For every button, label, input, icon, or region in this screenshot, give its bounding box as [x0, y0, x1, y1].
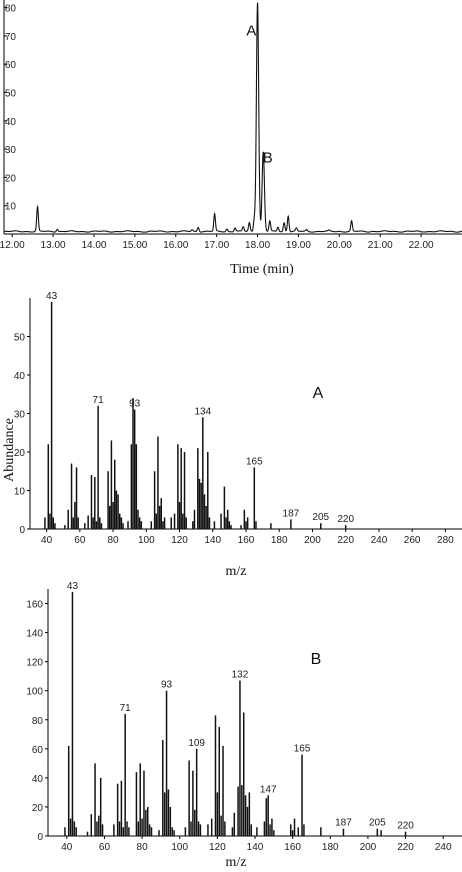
x-tick-label: 120: [171, 535, 188, 546]
peak-mz-label: 134: [194, 406, 211, 417]
peak-mz-label: 205: [312, 512, 329, 523]
y-tick-label: 10: [14, 487, 26, 498]
x-tick-label: 12.00: [0, 240, 25, 251]
y-tick-label: 0: [37, 832, 43, 843]
peak-annotation: A: [246, 22, 256, 39]
y-tick-label: 10: [5, 202, 17, 213]
x-tick-label: 140: [247, 842, 264, 853]
x-tick-label: 240: [371, 535, 388, 546]
y-tick-label: 40: [32, 774, 44, 785]
y-tick-label: 20: [32, 803, 44, 814]
x-tick-label: 220: [397, 842, 414, 853]
peak-mz-label: 93: [161, 680, 173, 691]
x-tick-label: 80: [108, 535, 120, 546]
mass-spectrum-a-chart: 0 10 20 30 40 50 40 60 80 100 120 140 160 180 200 220 24…: [2, 291, 462, 579]
peak-mz-label: 43: [46, 291, 58, 302]
x-tick-label: 140: [204, 535, 221, 546]
y-tick-label: 40: [5, 117, 17, 128]
x-tick-label: 13.00: [41, 240, 66, 251]
peak-mz-label: 187: [335, 818, 352, 829]
peak-mz-label: 132: [232, 670, 249, 681]
y-tick-label: 0: [19, 525, 25, 536]
x-tick-label: 120: [209, 842, 226, 853]
peak-annotation: B: [263, 150, 273, 167]
y-tick-label: 20: [5, 173, 17, 184]
y-tick-label: 160: [26, 600, 43, 611]
x-tick-label: 100: [171, 842, 188, 853]
x-tick-label: 17.00: [204, 240, 229, 251]
chromatogram-chart: 10 20 30 40 50 60 70 80 12.00 13.00 14.00 15.00 16.0…: [0, 0, 462, 277]
x-tick-label: 160: [238, 535, 255, 546]
x-tick-label: 22.00: [409, 240, 434, 251]
x-tick-label: 21.00: [368, 240, 393, 251]
chromatogram-trace: [3, 2, 462, 233]
peak-mz-label: 71: [93, 395, 105, 406]
y-tick-label: 50: [5, 89, 17, 100]
y-tick-label: 20: [14, 448, 26, 459]
x-tick-label: 40: [41, 535, 53, 546]
x-tick-label: 220: [337, 535, 354, 546]
x-tick-label: 60: [74, 535, 86, 546]
panel-label: B: [311, 651, 322, 668]
peak-mz-label: 165: [246, 456, 263, 467]
y-tick-label: 30: [14, 410, 26, 421]
peak-mz-label: 220: [397, 821, 414, 832]
peak-mz-label: 109: [188, 738, 205, 749]
peak-mz-label: 187: [283, 508, 300, 519]
x-tick-label: 60: [99, 842, 111, 853]
x-tick-label: 240: [435, 842, 452, 853]
y-tick-label: 140: [26, 629, 43, 640]
x-axis-title: m/z: [226, 564, 247, 579]
x-tick-label: 80: [137, 842, 149, 853]
x-tick-label: 14.00: [81, 240, 106, 251]
x-axis-title: m/z: [226, 855, 247, 870]
x-tick-label: 200: [304, 535, 321, 546]
peak-mz-label: 71: [120, 703, 132, 714]
y-axis-title: Abundance: [2, 418, 17, 482]
peak-mz-label: 93: [129, 399, 141, 410]
x-tick-label: 200: [360, 842, 377, 853]
y-tick-label: 60: [32, 745, 44, 756]
x-tick-label: 280: [437, 535, 454, 546]
x-tick-label: 15.00: [122, 240, 147, 251]
y-tick-label: 80: [32, 716, 44, 727]
x-tick-label: 16.00: [163, 240, 188, 251]
y-tick-label: 80: [5, 4, 17, 15]
x-tick-label: 260: [404, 535, 421, 546]
peak-mz-label: 205: [369, 818, 386, 829]
y-tick-label: 120: [26, 658, 43, 669]
y-tick-label: 100: [26, 687, 43, 698]
y-tick-label: 70: [5, 32, 17, 43]
peak-mz-label: 43: [67, 581, 79, 592]
x-tick-label: 40: [61, 842, 73, 853]
x-tick-label: 160: [284, 842, 301, 853]
peak-mz-label: 220: [337, 514, 354, 525]
x-tick-label: 180: [271, 535, 288, 546]
y-tick-label: 60: [5, 60, 17, 71]
peak-mz-label: 147: [260, 784, 277, 795]
x-tick-label: 19.00: [286, 240, 311, 251]
x-tick-label: 100: [138, 535, 155, 546]
x-axis-title: Time (min): [230, 262, 294, 277]
x-tick-label: 18.00: [245, 240, 270, 251]
x-tick-label: 180: [322, 842, 339, 853]
y-tick-label: 30: [5, 145, 17, 156]
panel-label: A: [313, 385, 324, 402]
x-tick-label: 20.00: [327, 240, 352, 251]
peak-mz-label: 165: [294, 744, 311, 755]
y-tick-label: 40: [14, 371, 26, 382]
y-tick-label: 50: [14, 333, 26, 344]
mass-spectrum-b-chart: 0 20 40 60 80 100 120 140 160 40 60 80 100 120 140 160 1…: [26, 581, 462, 870]
chromatogram-peak: [257, 2, 258, 3]
